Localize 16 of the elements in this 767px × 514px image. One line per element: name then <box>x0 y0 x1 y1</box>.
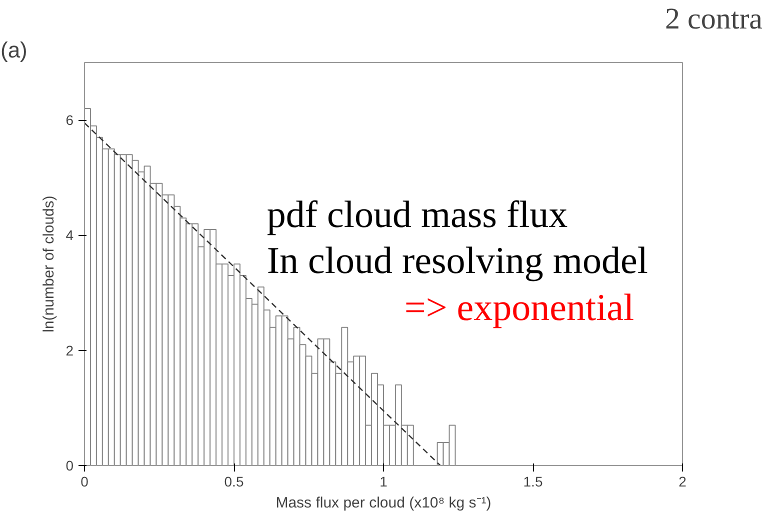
annotation: In cloud resolving model <box>266 240 648 282</box>
x-tick-label: 0.5 <box>224 474 244 490</box>
x-tick-label: 1.5 <box>523 474 543 490</box>
x-tick-label: 0 <box>80 474 89 490</box>
y-tick-label: 4 <box>66 227 74 244</box>
x-tick-label: 2 <box>678 474 687 490</box>
annotation: pdf cloud mass flux <box>266 194 568 236</box>
y-tick-label: 0 <box>66 458 74 474</box>
y-axis-title: ln(number of clouds) <box>40 196 58 332</box>
y-tick-label: 6 <box>66 112 74 128</box>
annotation: => exponential <box>404 287 634 330</box>
text: 2 contra <box>665 2 763 36</box>
x-tick-label: 1 <box>380 474 388 490</box>
y-tick-label: 2 <box>66 342 74 358</box>
x-axis-title: Mass flux per cloud (x10⁸ kg s⁻¹) <box>276 494 492 512</box>
text: (a) <box>0 38 28 62</box>
